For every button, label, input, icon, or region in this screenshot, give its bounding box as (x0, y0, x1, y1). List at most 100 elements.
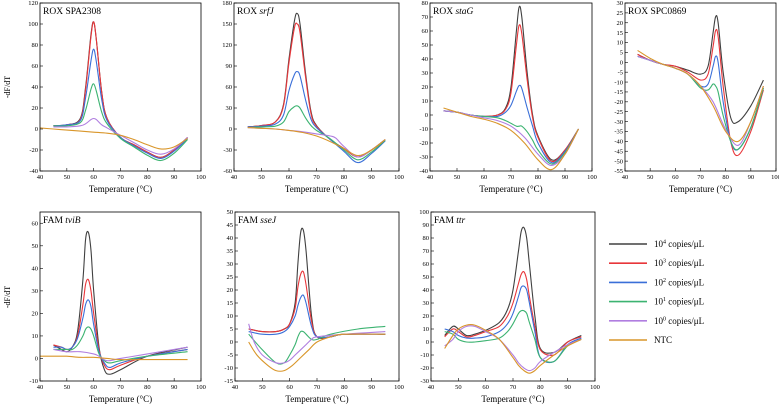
legend-label: 100 copies/μL (654, 316, 704, 326)
y-tick-label: 45 (227, 222, 234, 229)
y-tick-label: 20 (422, 84, 429, 91)
y-tick-label: 30 (422, 70, 429, 77)
chart-panel-2: 40 50 60 70 80 90 100 -40 -30 -20 -10 0 10 20 30 40 50 60… (419, 0, 597, 194)
series-line-2 (53, 48, 188, 159)
x-tick-label: 50 (64, 174, 71, 181)
chart-panel-5: 40 50 60 70 80 90 100 -15 -10 -5 0 5 10 15 20 25 30 35 40 4… (224, 209, 404, 404)
x-tick-label: 50 (64, 384, 71, 391)
y-tick-label: 180 (222, 0, 232, 7)
y-tick-label: 0 (35, 126, 38, 133)
x-axis-label: Temperature (°C) (285, 184, 348, 194)
series-line-4 (53, 346, 188, 362)
y-tick-label: -50 (614, 158, 623, 165)
y-tick-label: 40 (227, 235, 234, 242)
x-tick-label: 70 (313, 174, 320, 181)
y-tick-label: 40 (423, 287, 430, 294)
x-tick-label: 40 (37, 174, 44, 181)
y-tick-label: 30 (227, 261, 234, 268)
x-tick-label: 70 (697, 174, 704, 181)
y-tick-label: 15 (227, 300, 234, 307)
y-tick-label: 0 (35, 356, 38, 363)
legend-item-2: 102 copies/μL (609, 277, 704, 287)
legend-item-1: 103 copies/μL (609, 258, 704, 268)
series-line-5 (637, 49, 764, 143)
series-group (247, 12, 386, 164)
y-tick-label: -25 (614, 109, 623, 116)
series-line-5 (443, 107, 579, 171)
series-line-3 (444, 309, 582, 363)
x-tick-label: 90 (368, 384, 375, 391)
x-axis-label: Temperature (°C) (669, 184, 732, 194)
y-tick-label: -30 (419, 154, 428, 161)
x-tick-label: 80 (144, 384, 151, 391)
series-line-3 (247, 105, 386, 161)
x-tick-label: 80 (341, 174, 348, 181)
y-tick-label: 60 (422, 28, 429, 35)
x-tick-label: 70 (117, 174, 124, 181)
y-tick-label: 60 (32, 220, 39, 227)
series-line-5 (40, 355, 188, 361)
x-axis-label: Temperature (°C) (285, 394, 348, 404)
y-tick-label: 50 (32, 243, 39, 250)
x-tick-label: 90 (748, 174, 755, 181)
series-line-3 (53, 326, 188, 364)
y-tick-label: -30 (614, 119, 623, 126)
series-line-4 (53, 117, 188, 155)
y-tick-label: 0 (426, 339, 429, 346)
series-line-1 (53, 278, 188, 371)
y-tick-label: 60 (423, 261, 430, 268)
x-tick-label: 100 (587, 174, 597, 181)
series-line-0 (248, 227, 386, 339)
x-tick-label: 40 (428, 384, 435, 391)
y-tick-label: -20 (29, 147, 38, 154)
panel-title: FAM tviB (43, 216, 81, 226)
x-tick-label: 50 (647, 174, 654, 181)
x-tick-label: 90 (171, 384, 178, 391)
y-tick-label: -10 (420, 352, 429, 359)
x-tick-label: 80 (144, 174, 151, 181)
x-tick-label: 60 (90, 384, 97, 391)
x-tick-label: 40 (37, 384, 44, 391)
panel-title: ROX SPC0869 (628, 7, 687, 17)
series-line-4 (248, 323, 386, 365)
series-line-0 (443, 5, 579, 161)
series-line-2 (53, 299, 188, 369)
x-axis-label: Temperature (°C) (479, 184, 542, 194)
y-tick-label: 0 (425, 112, 428, 119)
series-line-5 (248, 333, 386, 372)
y-tick-label: -40 (419, 168, 428, 175)
y-tick-label: 100 (419, 209, 429, 216)
x-tick-label: 70 (510, 384, 517, 391)
series-line-5 (444, 323, 582, 374)
x-tick-label: 70 (314, 384, 321, 391)
x-tick-label: 40 (427, 174, 434, 181)
y-tick-label: -35 (614, 129, 623, 136)
x-tick-label: 100 (196, 384, 206, 391)
panel-title: FAM ttr (434, 216, 466, 226)
x-axis-label: Temperature (°C) (89, 394, 152, 404)
y-tick-label: 80 (423, 235, 430, 242)
series-line-5 (247, 127, 386, 157)
y-tick-label: 20 (423, 313, 430, 320)
plot-frame (233, 2, 400, 172)
legend: 104 copies/μL 103 copies/μL 102 copies/μL 1… (609, 239, 704, 345)
x-tick-label: 60 (90, 174, 97, 181)
chart-panel-4: 40 50 60 70 80 90 100 -10 0 10 20 30 40 50 60 FAM tviB T… (29, 211, 206, 404)
series-group (40, 21, 188, 162)
y-tick-label: -30 (420, 378, 429, 385)
y-tick-label: 100 (28, 21, 38, 28)
y-tick-label: 20 (617, 20, 624, 27)
y-tick-label: 30 (617, 0, 624, 7)
series-line-0 (444, 226, 582, 354)
y-tick-label: 20 (32, 311, 39, 318)
series-line-1 (247, 22, 386, 158)
x-tick-label: 80 (722, 174, 729, 181)
panel-title: ROX staG (433, 7, 474, 17)
series-line-3 (443, 110, 579, 165)
y-tick-label: 20 (227, 287, 234, 294)
chart-panel-1: 40 50 60 70 80 90 100 -60 -30 0 30 60 90 120 150 180 ROX… (222, 0, 404, 194)
y-tick-label: 0 (620, 59, 623, 66)
y-tick-label: 50 (227, 209, 234, 216)
legend-item-3: 101 copies/μL (609, 297, 704, 307)
